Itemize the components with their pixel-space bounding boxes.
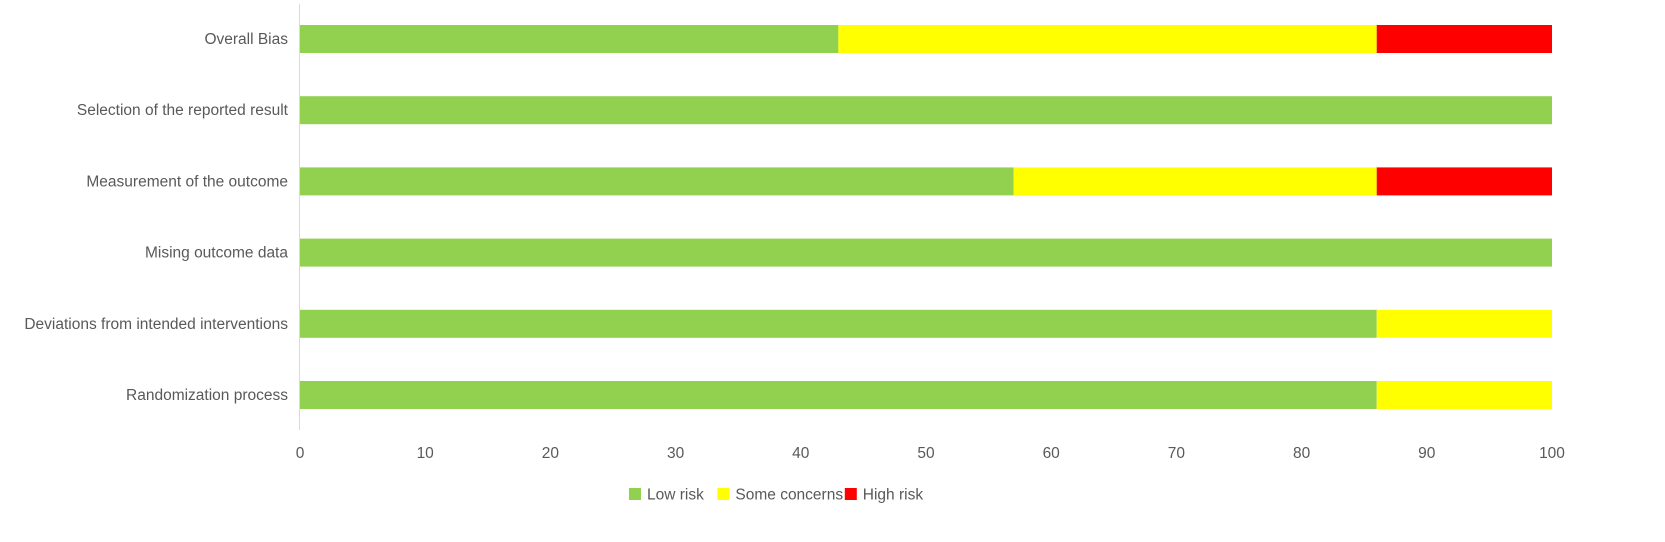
bar-segment-low-risk — [300, 381, 1377, 409]
bar-segment-low-risk — [300, 25, 839, 53]
category-label: Randomization process — [126, 387, 288, 404]
bar-segment-some-concerns — [1013, 167, 1377, 196]
x-tick-label: 30 — [667, 445, 685, 462]
category-label: Deviations from intended interventions — [24, 316, 288, 333]
legend-label: Some concerns — [735, 487, 843, 504]
bar-segment-some-concerns — [838, 25, 1377, 53]
bar-segment-low-risk — [300, 309, 1377, 338]
legend-swatch — [629, 488, 641, 500]
category-label: Measurement of the outcome — [86, 173, 288, 190]
x-tick-label: 80 — [1293, 445, 1311, 462]
x-tick-label: 10 — [417, 445, 435, 462]
bar-segment-high-risk — [1376, 25, 1552, 53]
category-label: Overall Bias — [204, 31, 288, 48]
x-tick-label: 40 — [792, 445, 810, 462]
bar-segment-low-risk — [300, 96, 1552, 125]
legend-label: High risk — [863, 487, 924, 504]
category-label: Mising outcome data — [145, 245, 288, 262]
x-tick-label: 20 — [542, 445, 560, 462]
legend-swatch — [717, 488, 730, 500]
bar-segment-high-risk — [1376, 167, 1552, 196]
legend-swatch — [844, 488, 857, 500]
x-tick-label: 50 — [917, 445, 935, 462]
bar-segment-low-risk — [300, 238, 1552, 267]
bar-segment-some-concerns — [1376, 381, 1552, 409]
x-tick-label: 60 — [1043, 445, 1061, 462]
x-tick-label: 100 — [1539, 445, 1565, 462]
legend-label: Low risk — [647, 487, 704, 504]
bar-segment-low-risk — [300, 167, 1014, 196]
x-tick-label: 0 — [296, 445, 305, 462]
bar-segment-some-concerns — [1376, 309, 1552, 338]
x-tick-label: 70 — [1168, 445, 1186, 462]
x-tick-label: 90 — [1418, 445, 1436, 462]
category-label: Selection of the reported result — [77, 102, 289, 119]
